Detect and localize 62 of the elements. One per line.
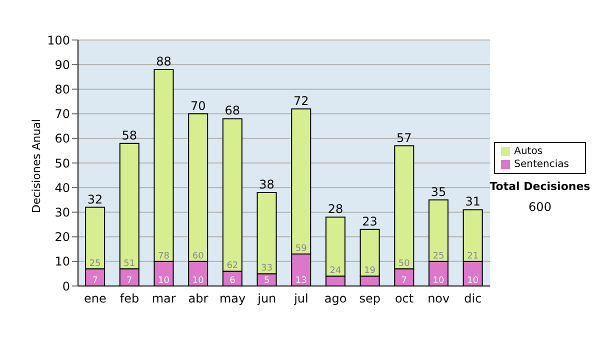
- data-label: 7: [92, 276, 98, 286]
- total-label: 38: [259, 178, 274, 192]
- y-tick-label: 20: [54, 230, 70, 244]
- y-tick-label: 10: [54, 254, 70, 269]
- data-label: 51: [124, 258, 136, 269]
- x-tick-label: jul: [293, 292, 308, 306]
- data-label: 33: [261, 264, 272, 274]
- data-label: 25: [89, 258, 101, 269]
- total-label: 28: [328, 202, 344, 216]
- data-label: 59: [295, 244, 308, 254]
- total-label: 32: [87, 192, 103, 206]
- total-label: 88: [156, 54, 172, 69]
- x-tick-label: nov: [428, 292, 450, 306]
- data-label: 78: [158, 251, 170, 262]
- data-label: 10: [192, 276, 204, 286]
- data-label: 10: [432, 276, 444, 286]
- y-tick-label: 80: [54, 82, 70, 96]
- data-label: 5: [264, 276, 270, 286]
- data-label: 21: [467, 251, 479, 262]
- data-label: 60: [192, 251, 204, 262]
- y-tick-label: 70: [54, 107, 70, 122]
- total-label: 57: [396, 130, 412, 145]
- total-label: 70: [190, 98, 206, 113]
- x-tick-label: oct: [394, 292, 414, 306]
- total-label: 35: [430, 184, 446, 199]
- legend-label: Sentencias: [514, 159, 569, 170]
- x-tick-label: dic: [464, 292, 482, 306]
- x-tick-label: may: [219, 292, 246, 306]
- y-tick-label: 40: [54, 180, 70, 195]
- data-label: 24: [330, 266, 342, 276]
- x-tick-label: feb: [120, 292, 140, 306]
- x-tick-label: abr: [188, 292, 208, 306]
- y-tick-label: 100: [47, 33, 70, 48]
- y-tick-label: 0: [62, 279, 70, 294]
- x-tick-label: ago: [324, 292, 347, 306]
- data-label: 50: [398, 258, 410, 269]
- data-label: 13: [295, 276, 307, 286]
- data-label: 7: [126, 276, 132, 286]
- legend-label: Autos: [514, 146, 543, 157]
- x-tick-label: sep: [359, 292, 381, 306]
- data-label: 10: [467, 276, 479, 286]
- y-tick-label: 50: [54, 156, 70, 170]
- data-label: 10: [158, 276, 170, 286]
- y-axis-title: Decisiones Anual: [30, 118, 43, 213]
- text: 600: [528, 200, 552, 214]
- total-label: 58: [122, 128, 138, 142]
- x-tick-label: mar: [152, 292, 176, 306]
- x-tick-label: ene: [84, 292, 106, 306]
- total-label: 68: [224, 104, 240, 118]
- y-tick-label: 60: [54, 132, 70, 146]
- data-label: 6: [230, 276, 236, 286]
- data-label: 19: [364, 266, 376, 276]
- x-tick-label: jun: [256, 292, 276, 306]
- total-label: 72: [293, 94, 309, 108]
- data-label: 7: [401, 276, 408, 286]
- annotation: Total Decisiones: [488, 180, 592, 193]
- y-tick-label: 30: [54, 205, 70, 220]
- total-label: 31: [465, 194, 480, 209]
- total-label: 23: [362, 214, 378, 228]
- data-label: 62: [226, 261, 238, 272]
- y-tick-label: 90: [54, 58, 70, 72]
- data-label: 25: [432, 251, 444, 262]
